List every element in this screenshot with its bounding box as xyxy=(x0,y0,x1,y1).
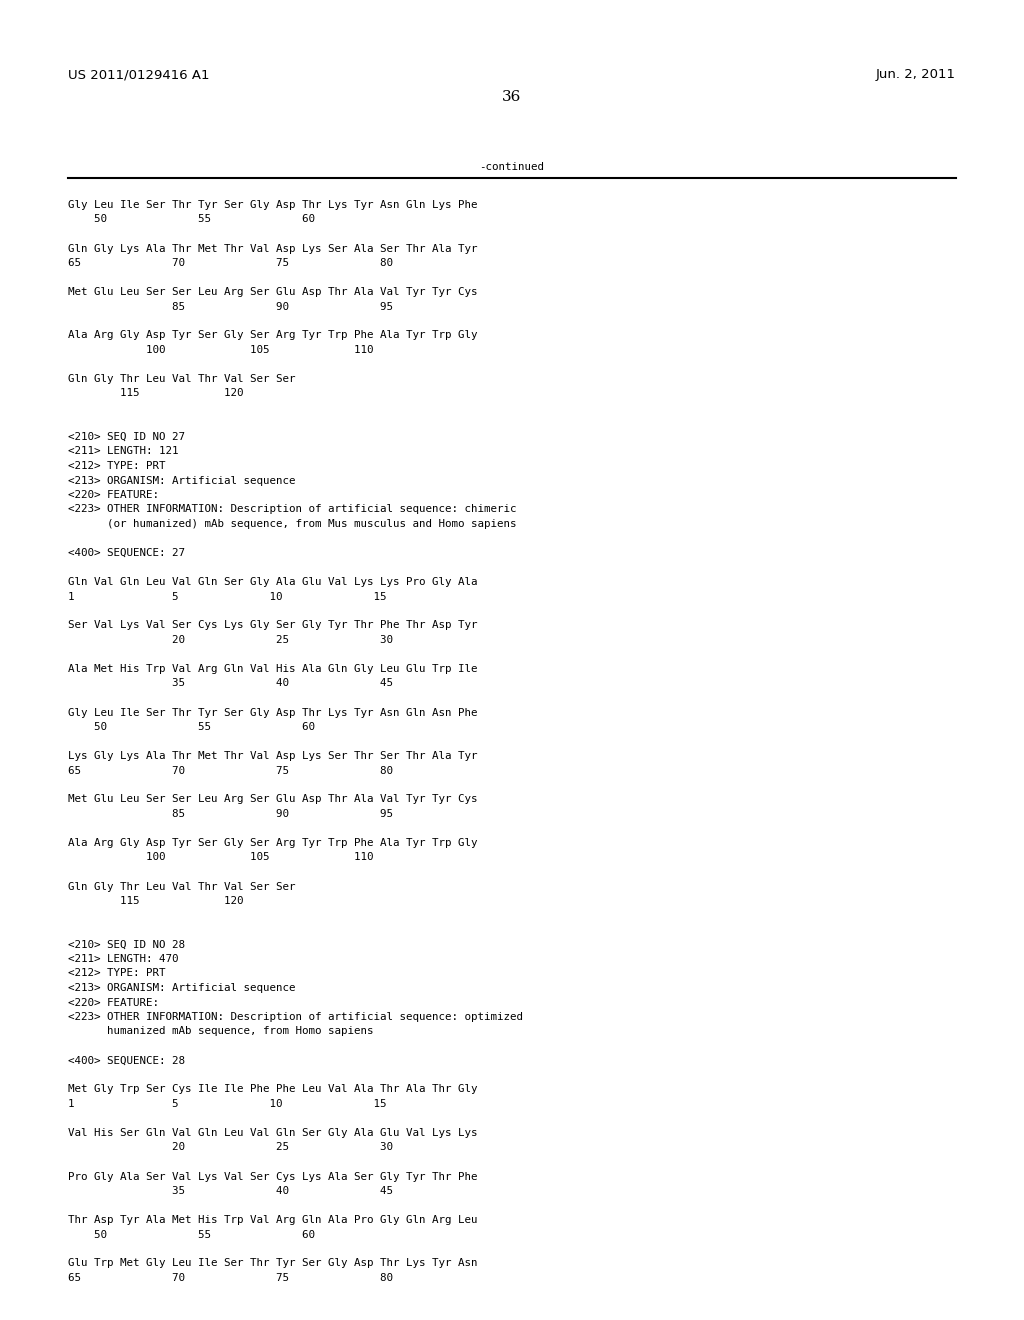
Text: <211> LENGTH: 470: <211> LENGTH: 470 xyxy=(68,954,178,964)
Text: Ser Val Lys Val Ser Cys Lys Gly Ser Gly Tyr Thr Phe Thr Asp Tyr: Ser Val Lys Val Ser Cys Lys Gly Ser Gly … xyxy=(68,620,477,631)
Text: 36: 36 xyxy=(503,90,521,104)
Text: 115             120: 115 120 xyxy=(68,896,244,906)
Text: <212> TYPE: PRT: <212> TYPE: PRT xyxy=(68,969,166,978)
Text: 85              90              95: 85 90 95 xyxy=(68,809,393,818)
Text: 20              25              30: 20 25 30 xyxy=(68,635,393,645)
Text: humanized mAb sequence, from Homo sapiens: humanized mAb sequence, from Homo sapien… xyxy=(68,1027,374,1036)
Text: <220> FEATURE:: <220> FEATURE: xyxy=(68,490,159,500)
Text: US 2011/0129416 A1: US 2011/0129416 A1 xyxy=(68,69,210,81)
Text: 50              55              60: 50 55 60 xyxy=(68,722,315,733)
Text: Met Glu Leu Ser Ser Leu Arg Ser Glu Asp Thr Ala Val Tyr Tyr Cys: Met Glu Leu Ser Ser Leu Arg Ser Glu Asp … xyxy=(68,286,477,297)
Text: 65              70              75              80: 65 70 75 80 xyxy=(68,1272,393,1283)
Text: <400> SEQUENCE: 27: <400> SEQUENCE: 27 xyxy=(68,548,185,558)
Text: Gly Leu Ile Ser Thr Tyr Ser Gly Asp Thr Lys Tyr Asn Gln Asn Phe: Gly Leu Ile Ser Thr Tyr Ser Gly Asp Thr … xyxy=(68,708,477,718)
Text: Gly Leu Ile Ser Thr Tyr Ser Gly Asp Thr Lys Tyr Asn Gln Lys Phe: Gly Leu Ile Ser Thr Tyr Ser Gly Asp Thr … xyxy=(68,201,477,210)
Text: 35              40              45: 35 40 45 xyxy=(68,678,393,689)
Text: Gln Gly Thr Leu Val Thr Val Ser Ser: Gln Gly Thr Leu Val Thr Val Ser Ser xyxy=(68,374,296,384)
Text: Ala Arg Gly Asp Tyr Ser Gly Ser Arg Tyr Trp Phe Ala Tyr Trp Gly: Ala Arg Gly Asp Tyr Ser Gly Ser Arg Tyr … xyxy=(68,330,477,341)
Text: -continued: -continued xyxy=(479,162,545,172)
Text: Gln Gly Thr Leu Val Thr Val Ser Ser: Gln Gly Thr Leu Val Thr Val Ser Ser xyxy=(68,882,296,891)
Text: <220> FEATURE:: <220> FEATURE: xyxy=(68,998,159,1007)
Text: 65              70              75              80: 65 70 75 80 xyxy=(68,766,393,776)
Text: (or humanized) mAb sequence, from Mus musculus and Homo sapiens: (or humanized) mAb sequence, from Mus mu… xyxy=(68,519,516,529)
Text: <210> SEQ ID NO 27: <210> SEQ ID NO 27 xyxy=(68,432,185,442)
Text: <212> TYPE: PRT: <212> TYPE: PRT xyxy=(68,461,166,471)
Text: 85              90              95: 85 90 95 xyxy=(68,301,393,312)
Text: 1               5              10              15: 1 5 10 15 xyxy=(68,1100,386,1109)
Text: Ala Arg Gly Asp Tyr Ser Gly Ser Arg Tyr Trp Phe Ala Tyr Trp Gly: Ala Arg Gly Asp Tyr Ser Gly Ser Arg Tyr … xyxy=(68,838,477,847)
Text: <213> ORGANISM: Artificial sequence: <213> ORGANISM: Artificial sequence xyxy=(68,475,296,486)
Text: Glu Trp Met Gly Leu Ile Ser Thr Tyr Ser Gly Asp Thr Lys Tyr Asn: Glu Trp Met Gly Leu Ile Ser Thr Tyr Ser … xyxy=(68,1258,477,1269)
Text: <400> SEQUENCE: 28: <400> SEQUENCE: 28 xyxy=(68,1056,185,1065)
Text: 50              55              60: 50 55 60 xyxy=(68,214,315,224)
Text: 50              55              60: 50 55 60 xyxy=(68,1229,315,1239)
Text: Pro Gly Ala Ser Val Lys Val Ser Cys Lys Ala Ser Gly Tyr Thr Phe: Pro Gly Ala Ser Val Lys Val Ser Cys Lys … xyxy=(68,1172,477,1181)
Text: 65              70              75              80: 65 70 75 80 xyxy=(68,257,393,268)
Text: 20              25              30: 20 25 30 xyxy=(68,1143,393,1152)
Text: Thr Asp Tyr Ala Met His Trp Val Arg Gln Ala Pro Gly Gln Arg Leu: Thr Asp Tyr Ala Met His Trp Val Arg Gln … xyxy=(68,1214,477,1225)
Text: 100             105             110: 100 105 110 xyxy=(68,853,374,862)
Text: Met Gly Trp Ser Cys Ile Ile Phe Phe Leu Val Ala Thr Ala Thr Gly: Met Gly Trp Ser Cys Ile Ile Phe Phe Leu … xyxy=(68,1085,477,1094)
Text: 1               5              10              15: 1 5 10 15 xyxy=(68,591,386,602)
Text: Gln Val Gln Leu Val Gln Ser Gly Ala Glu Val Lys Lys Pro Gly Ala: Gln Val Gln Leu Val Gln Ser Gly Ala Glu … xyxy=(68,577,477,587)
Text: Ala Met His Trp Val Arg Gln Val His Ala Gln Gly Leu Glu Trp Ile: Ala Met His Trp Val Arg Gln Val His Ala … xyxy=(68,664,477,675)
Text: Gln Gly Lys Ala Thr Met Thr Val Asp Lys Ser Ala Ser Thr Ala Tyr: Gln Gly Lys Ala Thr Met Thr Val Asp Lys … xyxy=(68,243,477,253)
Text: <213> ORGANISM: Artificial sequence: <213> ORGANISM: Artificial sequence xyxy=(68,983,296,993)
Text: <223> OTHER INFORMATION: Description of artificial sequence: chimeric: <223> OTHER INFORMATION: Description of … xyxy=(68,504,516,515)
Text: Lys Gly Lys Ala Thr Met Thr Val Asp Lys Ser Thr Ser Thr Ala Tyr: Lys Gly Lys Ala Thr Met Thr Val Asp Lys … xyxy=(68,751,477,762)
Text: 35              40              45: 35 40 45 xyxy=(68,1185,393,1196)
Text: Jun. 2, 2011: Jun. 2, 2011 xyxy=(876,69,956,81)
Text: Val His Ser Gln Val Gln Leu Val Gln Ser Gly Ala Glu Val Lys Lys: Val His Ser Gln Val Gln Leu Val Gln Ser … xyxy=(68,1129,477,1138)
Text: 115             120: 115 120 xyxy=(68,388,244,399)
Text: Met Glu Leu Ser Ser Leu Arg Ser Glu Asp Thr Ala Val Tyr Tyr Cys: Met Glu Leu Ser Ser Leu Arg Ser Glu Asp … xyxy=(68,795,477,804)
Text: <210> SEQ ID NO 28: <210> SEQ ID NO 28 xyxy=(68,940,185,949)
Text: 100             105             110: 100 105 110 xyxy=(68,345,374,355)
Text: <211> LENGTH: 121: <211> LENGTH: 121 xyxy=(68,446,178,457)
Text: <223> OTHER INFORMATION: Description of artificial sequence: optimized: <223> OTHER INFORMATION: Description of … xyxy=(68,1012,523,1022)
